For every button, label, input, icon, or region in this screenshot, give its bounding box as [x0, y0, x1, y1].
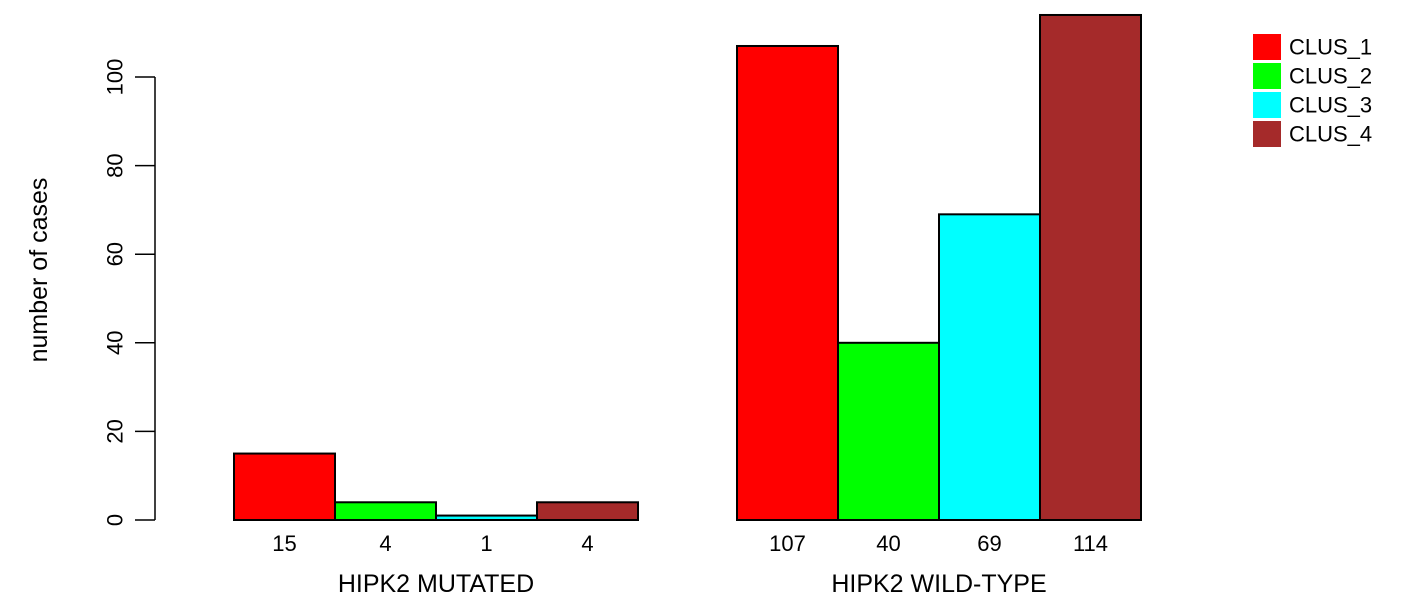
bar-value-label: 4: [379, 531, 391, 556]
y-axis-title: number of cases: [25, 178, 53, 363]
bar-value-label: 69: [977, 531, 1001, 556]
legend-label: CLUS_3: [1289, 93, 1372, 118]
y-tick-label: 40: [103, 331, 128, 355]
legend-label: CLUS_4: [1289, 122, 1372, 147]
bar-value-label: 40: [876, 531, 900, 556]
bar-clus-2: [837, 341, 940, 521]
bar-value-label: 107: [769, 531, 806, 556]
legend-swatch: [1253, 34, 1281, 60]
y-tick-label: 60: [103, 242, 128, 266]
bar-clus-2: [334, 501, 437, 521]
legend-swatch: [1253, 63, 1281, 89]
bar-value-label: 114: [1073, 531, 1108, 556]
bar-clus-3: [938, 213, 1041, 522]
y-tick-label: 80: [103, 153, 128, 177]
legend-swatch: [1253, 92, 1281, 118]
bar-value-label: 4: [581, 531, 593, 556]
y-tick-label: 100: [103, 59, 128, 96]
legend-label: CLUS_1: [1289, 35, 1372, 60]
bar-value-label: 1: [480, 531, 492, 556]
legend-swatch: [1253, 121, 1281, 147]
group-label: HIPK2 MUTATED: [338, 570, 534, 598]
bar-clus-3: [435, 514, 538, 522]
bar-clus-4: [1039, 13, 1142, 521]
legend-label: CLUS_2: [1289, 64, 1372, 89]
bar-clus-1: [233, 452, 336, 521]
group-label: HIPK2 WILD-TYPE: [831, 570, 1046, 598]
y-tick-label: 20: [103, 419, 128, 443]
y-tick-label: 0: [103, 514, 128, 526]
bar-clus-1: [736, 44, 839, 522]
bar-clus-4: [536, 501, 639, 521]
bar-value-label: 15: [272, 531, 296, 556]
